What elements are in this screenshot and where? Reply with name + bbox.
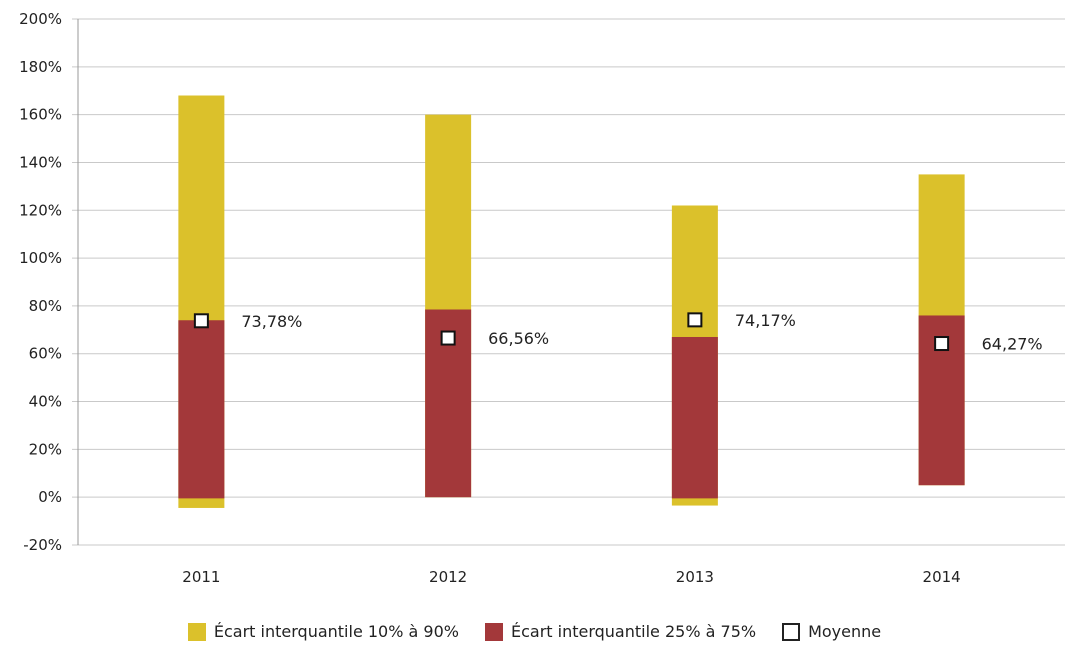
y-tick-label: 180% [19,58,62,76]
y-tick-label: 20% [29,440,62,458]
bar-25-75 [178,320,225,499]
x-axis-ticks: 2011 2012 2013 2014 [182,568,960,586]
mean-marker [193,313,209,329]
legend-label-10-90: Écart interquantile 10% à 90% [213,622,459,641]
y-tick-label: 100% [19,249,62,267]
legend-item-25-75: Écart interquantile 25% à 75% [484,622,757,641]
mean-data-label: 74,17% [735,311,796,330]
x-tick-label: 2011 [182,568,220,586]
y-tick-label: 80% [29,297,62,315]
legend-item-10-90: Écart interquantile 10% à 90% [187,622,459,641]
x-tick-label: 2013 [676,568,714,586]
legend-swatch-10-90 [187,622,206,641]
y-tick-label: 120% [19,201,62,219]
y-tick-label: 60% [29,345,62,363]
mean-marker [687,312,703,328]
mean-data-label: 64,27% [982,335,1043,354]
y-axis-ticks: -20% 0% 20% 40% 60% 80% 100% 120% 140% 160% 180% 20… [19,10,62,554]
gridlines [72,18,1065,546]
x-tick-label: 2014 [923,568,961,586]
mean-data-label: 73,78% [241,312,302,331]
y-tick-label: -20% [23,536,62,554]
mean-marker [934,336,950,352]
y-tick-label: 160% [19,106,62,124]
legend-swatch-25-75 [484,622,503,641]
x-tick-label: 2012 [429,568,467,586]
legend-label-mean: Moyenne [808,622,882,641]
y-tick-label: 200% [19,10,62,28]
bar-25-75 [671,336,718,499]
y-tick-label: 140% [19,153,62,171]
legend-item-mean: Moyenne [782,622,881,641]
legend-label-25-75: Écart interquantile 25% à 75% [510,622,757,641]
y-tick-label: 0% [38,488,62,506]
mean-data-label: 66,56% [488,329,549,348]
mean-marker [440,330,456,346]
y-tick-label: 40% [29,393,62,411]
bars: 73,78% 66,56% 74,17% 64,27% [178,95,1043,508]
legend-swatch-mean [782,622,801,641]
legend: Écart interquantile 10% à 90% Écart inte… [0,622,1069,641]
